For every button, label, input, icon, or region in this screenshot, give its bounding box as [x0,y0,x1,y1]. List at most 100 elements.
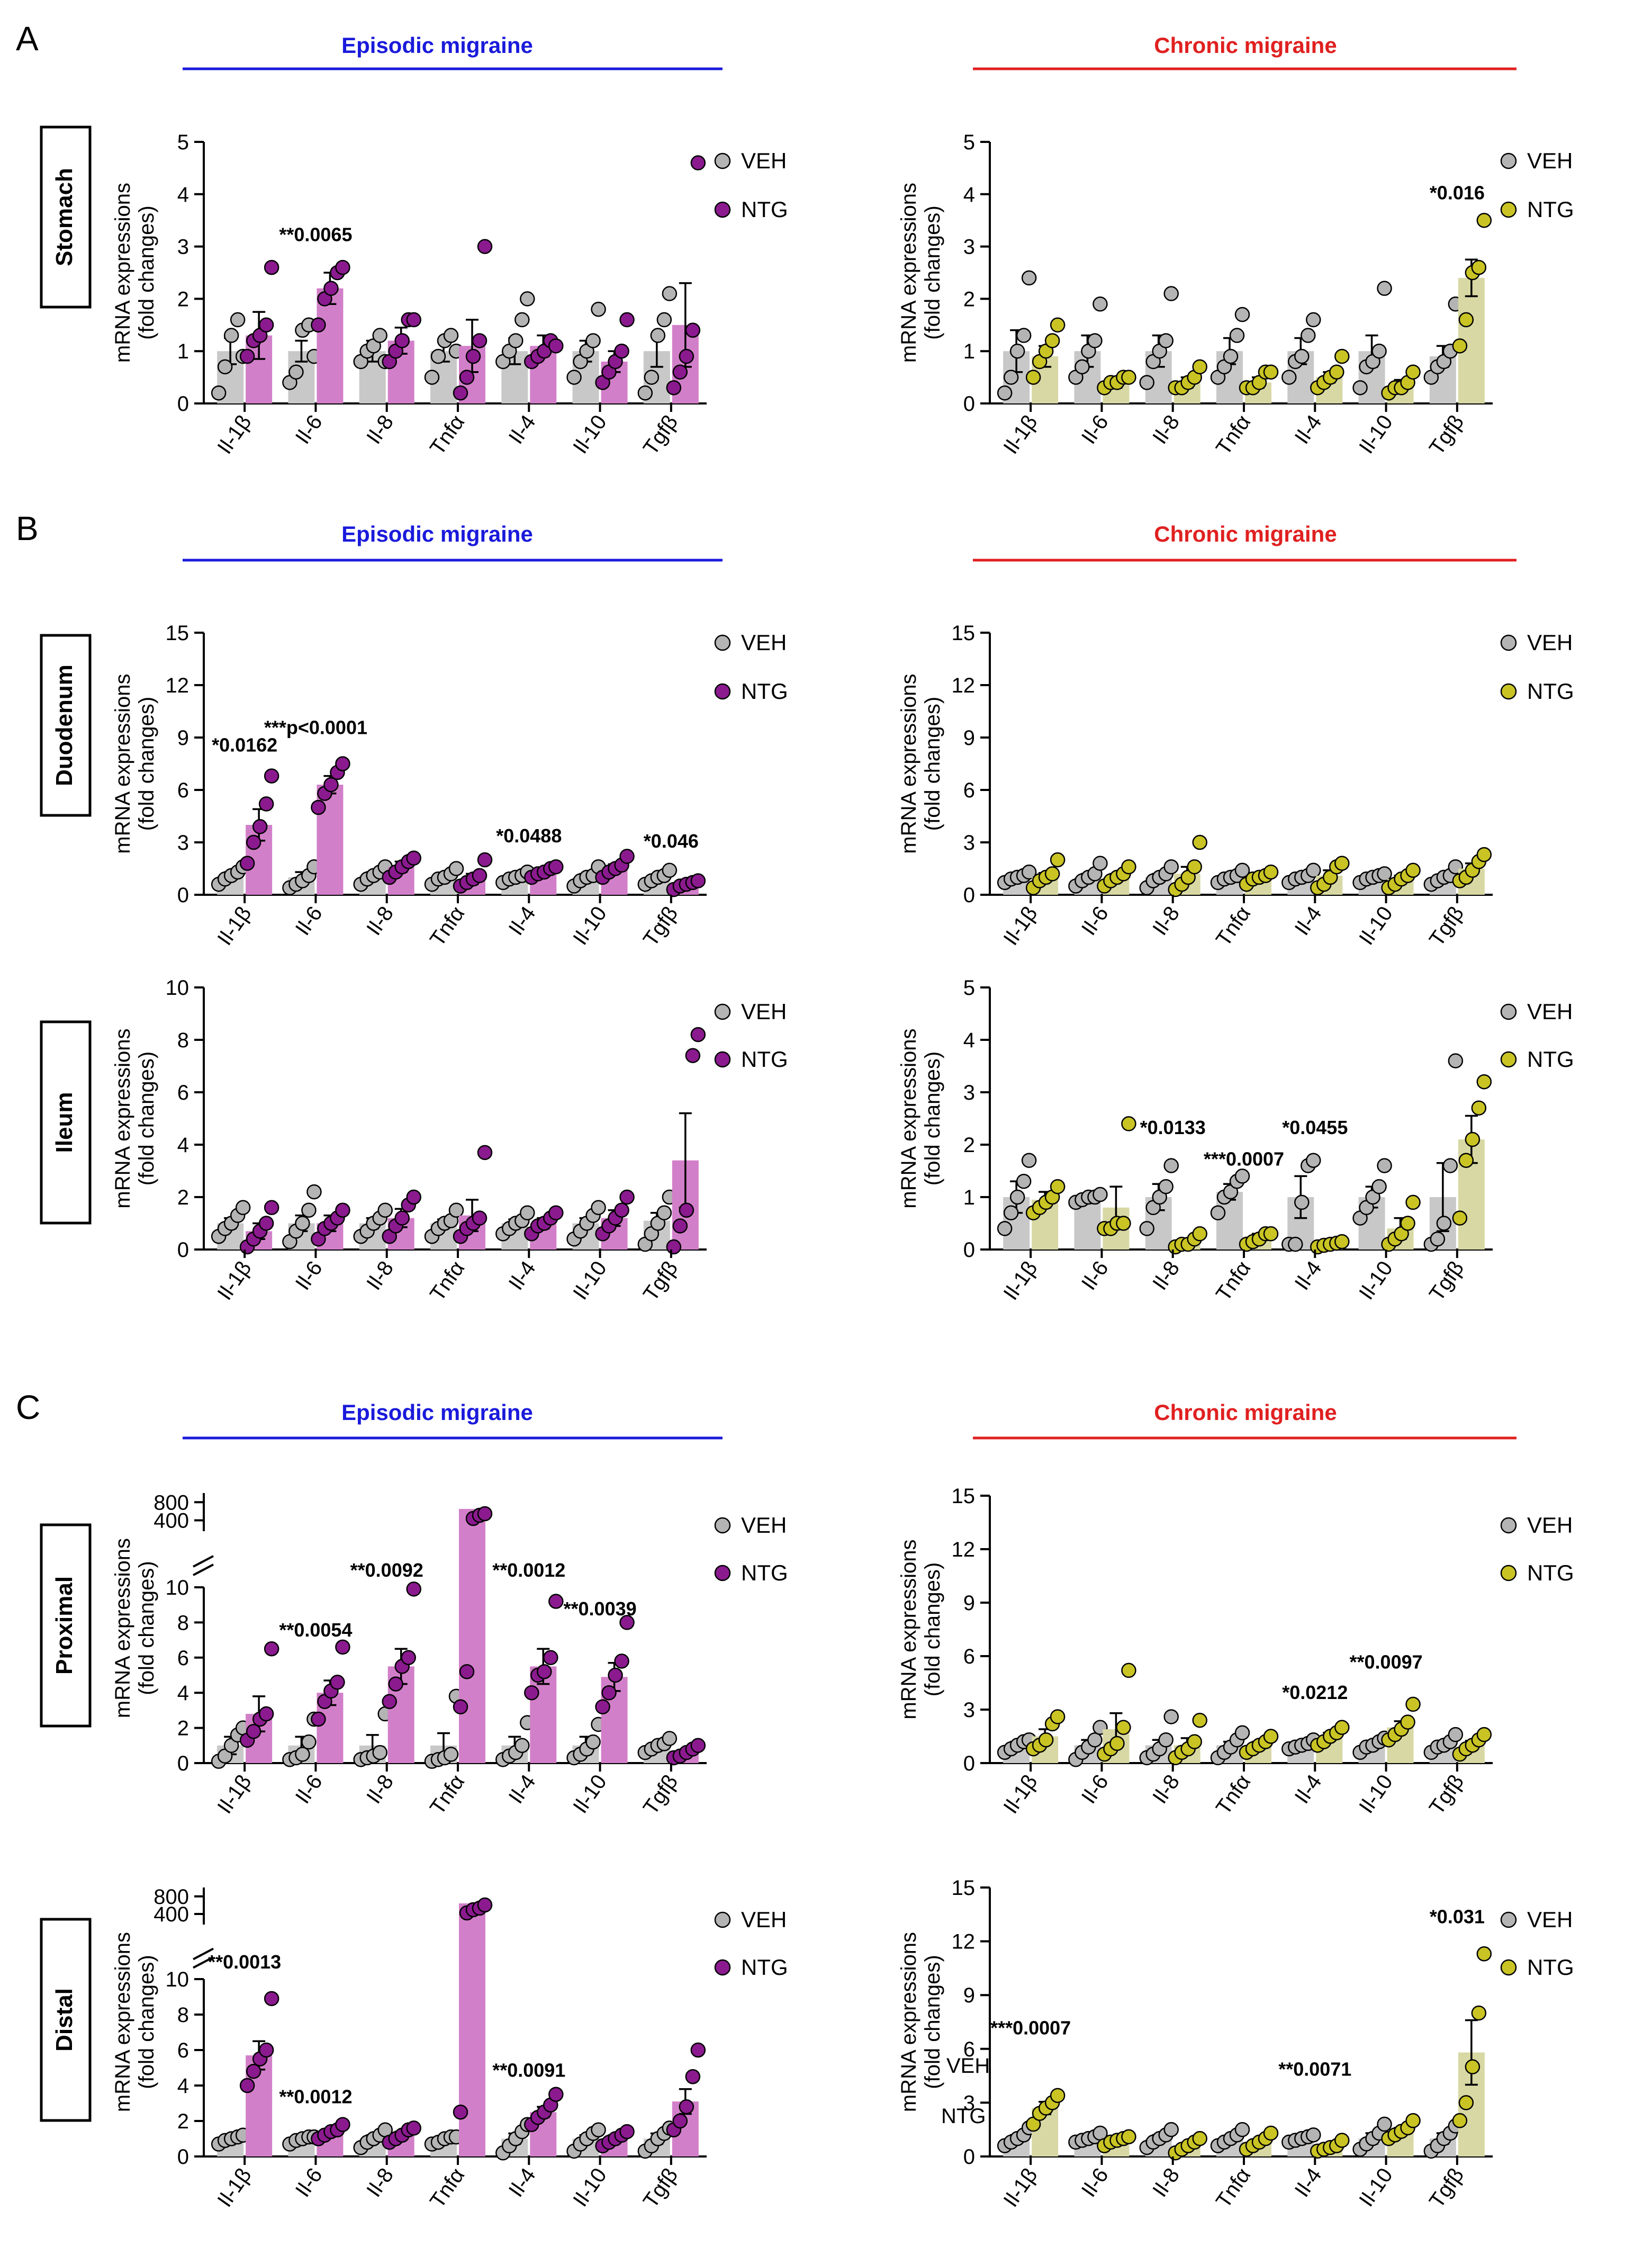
data-point-veh [1139,375,1154,390]
y-tick-label: 12 [166,674,189,697]
x-tick-label: Tgfβ [1425,1770,1468,1819]
legend-label-veh: VEH [741,999,787,1024]
legend-marker-veh [1500,1517,1517,1534]
x-tick-label: Il-6 [1077,2164,1113,2201]
chronic-header-b: Chronic migraine [1154,522,1337,546]
data-point-ntg [1405,2113,1421,2128]
data-point-ntg [1458,2095,1474,2110]
x-tick-label: Il-4 [504,411,540,448]
data-point-veh [295,1747,310,1762]
y-axis-label: (fold changes) [135,697,158,831]
x-tick-label: Il-10 [568,411,611,458]
y-axis-label: (fold changes) [921,1562,944,1696]
y-tick-label: 3 [177,831,189,855]
data-point-veh [591,1200,606,1216]
legend-marker-ntg [1500,683,1517,700]
x-tick-label: Tgfβ [639,2164,682,2212]
tissue-label-stomach: Stomach [51,168,77,266]
data-point-ntg [685,2069,701,2084]
significance-label: ***p<0.0001 [264,716,367,738]
data-point-ntg [264,1991,279,2007]
data-point-veh [1003,1205,1019,1220]
data-point-veh [1281,370,1297,385]
data-point-ntg [311,799,326,815]
y-axis-label: mRNA expressions [897,183,920,363]
data-point-ntg [335,1639,350,1655]
data-point-veh [1301,328,1316,343]
y-tick-label-upper: 800 [154,1491,189,1514]
data-point-ntg [543,1650,558,1666]
legend-marker-ntg [714,683,731,700]
y-tick-label: 0 [963,1238,975,1262]
data-point-ntg [614,1202,629,1218]
y-tick-label: 8 [177,1611,189,1634]
data-point-ntg [1405,364,1421,380]
data-point-ntg [1192,2131,1207,2146]
x-tick-label: Il-10 [568,2164,611,2211]
y-tick-label: 12 [952,674,976,697]
y-tick-label-upper: 400 [154,1509,189,1532]
chart-stomach-episodic: 0 1 2 3 4 5 mRNA expressions (fold changes) Il-1… [111,131,788,459]
data-point-ntg [690,155,706,170]
data-point-ntg [1263,1729,1279,1744]
data-point-ntg [472,1210,488,1226]
data-point-veh [1016,1174,1032,1189]
x-tick-label: Il-6 [291,411,327,448]
y-tick-label: 5 [963,131,975,154]
data-point-ntg [335,2117,350,2132]
data-point-ntg [1405,1696,1421,1712]
x-tick-label: Il-1β [999,411,1042,459]
data-point-veh [591,301,606,317]
data-point-veh [662,286,678,301]
data-point-ntg [1116,1720,1131,1735]
data-point-ntg [690,2042,706,2058]
data-point-ntg [1192,1226,1207,1242]
data-point-ntg [406,1581,421,1597]
data-point-veh [637,385,653,401]
significance-label: *0.0488 [496,825,562,847]
data-point-ntg [537,1664,552,1679]
y-axis-label: (fold changes) [135,1051,158,1185]
data-point-veh [372,328,387,343]
data-point-veh [301,1734,317,1750]
data-point-veh [1163,1158,1179,1173]
data-point-ntg [690,1738,706,1754]
data-point-veh [514,1738,530,1754]
chart-duodenum-chronic: 0 3 6 9 12 15 mRNA expressions (fold changes) Il… [897,622,1574,950]
data-point-ntg [548,338,564,354]
data-point-veh [1093,1187,1108,1202]
y-tick-label: 12 [952,1930,976,1954]
data-point-ntg [1476,212,1492,228]
x-tick-label: Il-8 [362,1770,398,1808]
y-tick-label: 15 [952,1485,976,1508]
legend-label-veh: VEH [1527,1907,1573,1932]
data-point-veh [1139,1221,1154,1236]
x-tick-label: Tgfβ [639,1770,682,1819]
data-point-ntg [335,259,350,275]
data-point-ntg [619,312,635,328]
legend-label-ntg: NTG [741,197,788,222]
y-tick-label: 15 [166,622,189,645]
stray-label-veh: VEH [946,2054,990,2078]
data-point-veh [591,2122,606,2137]
chronic-header-a: Chronic migraine [1154,33,1337,58]
tissue-label-ileum: Ileum [51,1092,77,1153]
x-tick-label: Il-6 [291,2164,327,2201]
data-point-veh [1352,380,1368,396]
data-point-ntg [472,333,488,348]
x-tick-label: Tnfα [426,1770,469,1819]
y-tick-label: 0 [963,884,975,907]
data-point-ntg [1400,1216,1415,1231]
data-point-veh [1306,1153,1321,1168]
legend-marker-veh [714,1517,731,1534]
x-tick-label: Il-10 [1355,2164,1397,2211]
data-point-veh [1234,307,1250,322]
data-point-veh [1377,2116,1392,2132]
data-point-ntg [264,768,279,784]
data-point-ntg [1192,834,1207,850]
y-tick-label: 2 [177,1717,189,1740]
data-point-veh [1377,1158,1392,1173]
x-tick-label: Il-4 [1290,2164,1326,2201]
legend-marker-veh [714,634,731,651]
data-point-ntg [477,1897,493,1913]
